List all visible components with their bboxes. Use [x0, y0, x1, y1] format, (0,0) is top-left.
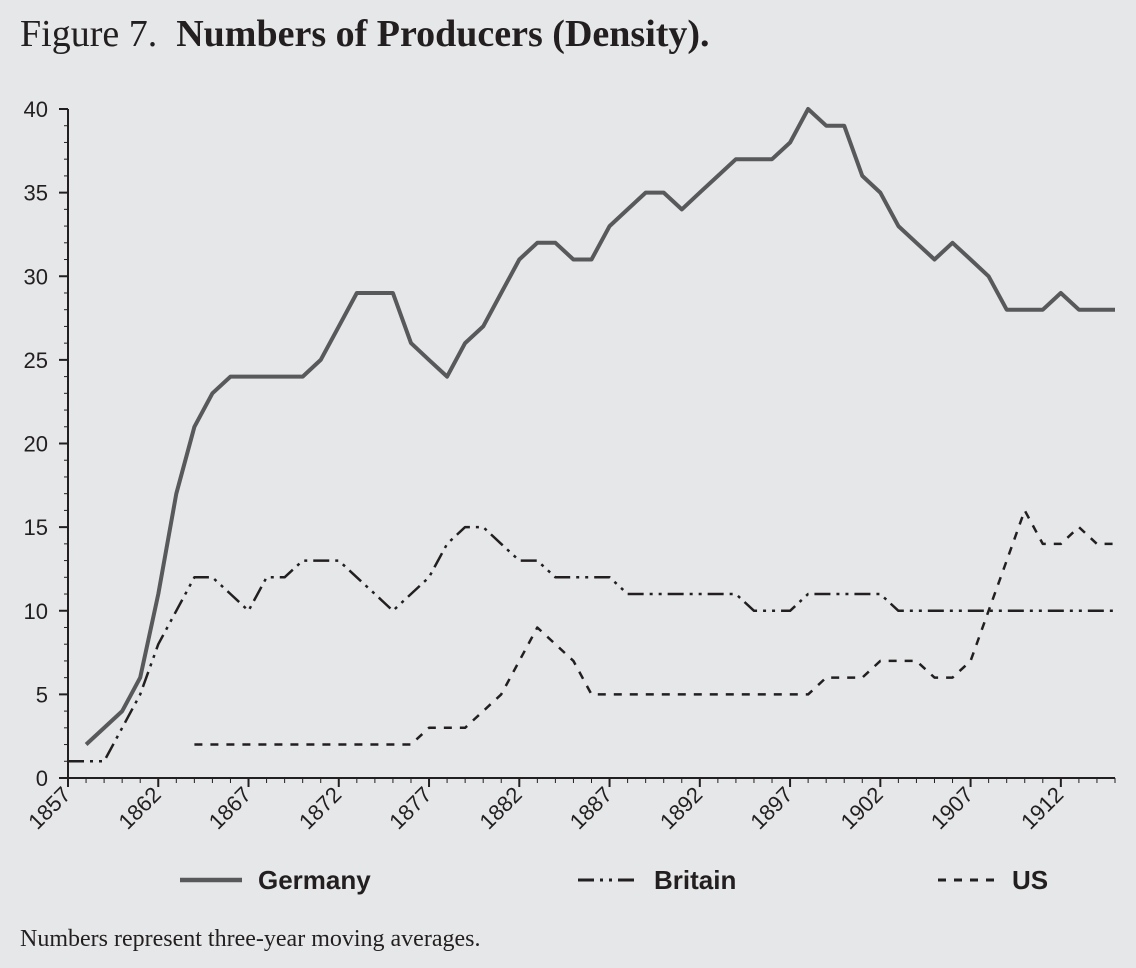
legend-label-germany: Germany: [258, 865, 371, 895]
x-tick-label: 1872: [294, 782, 346, 834]
series-germany: [84, 107, 1115, 746]
y-tick-label: 10: [24, 599, 48, 624]
chart-footnote: Numbers represent three-year moving aver…: [20, 926, 481, 952]
x-tick-label: 1862: [114, 782, 166, 834]
figure-title: Figure 7. Numbers of Producers (Density)…: [20, 10, 710, 58]
y-tick-label: 5: [36, 682, 48, 707]
chart-axes: 0 5 10 15 20 25 30 35 40 1857 1862 1867 1872 1877 1882…: [23, 97, 1116, 834]
series-britain: [68, 525, 1115, 763]
y-tick-label: 20: [24, 432, 48, 457]
x-tick-label: 1882: [475, 782, 527, 834]
legend-item-britain: Britain: [578, 865, 736, 895]
x-tick-label: 1857: [23, 782, 75, 834]
x-tick-label: 1897: [745, 782, 797, 834]
y-tick-label: 40: [24, 97, 48, 122]
x-tick-label: 1867: [204, 782, 256, 834]
chart-legend: Germany Britain US: [180, 865, 1048, 895]
legend-item-us: US: [938, 865, 1048, 895]
x-tick-label: 1892: [655, 782, 707, 834]
series-us: [194, 509, 1115, 746]
x-tick-label: 1887: [565, 782, 617, 834]
y-tick-label: 25: [24, 348, 48, 373]
legend-label-britain: Britain: [654, 865, 736, 895]
x-tick-label: 1902: [836, 782, 888, 834]
legend-item-germany: Germany: [180, 865, 371, 895]
y-tick-label: 0: [36, 766, 48, 791]
series-line-us: [194, 509, 1115, 746]
figure-label: Figure 7.: [20, 13, 158, 55]
y-tick-label: 30: [24, 264, 48, 289]
legend-label-us: US: [1012, 865, 1048, 895]
chart-series-layer: [68, 107, 1115, 763]
series-line-britain: [68, 525, 1115, 763]
y-tick-label: 35: [24, 181, 48, 206]
chart-title: Numbers of Producers (Density).: [176, 13, 710, 55]
x-tick-label: 1912: [1016, 782, 1068, 834]
x-tick-label: 1877: [384, 782, 436, 834]
series-line-germany: [84, 107, 1115, 746]
x-tick-label: 1907: [926, 782, 978, 834]
y-tick-label: 15: [24, 515, 48, 540]
